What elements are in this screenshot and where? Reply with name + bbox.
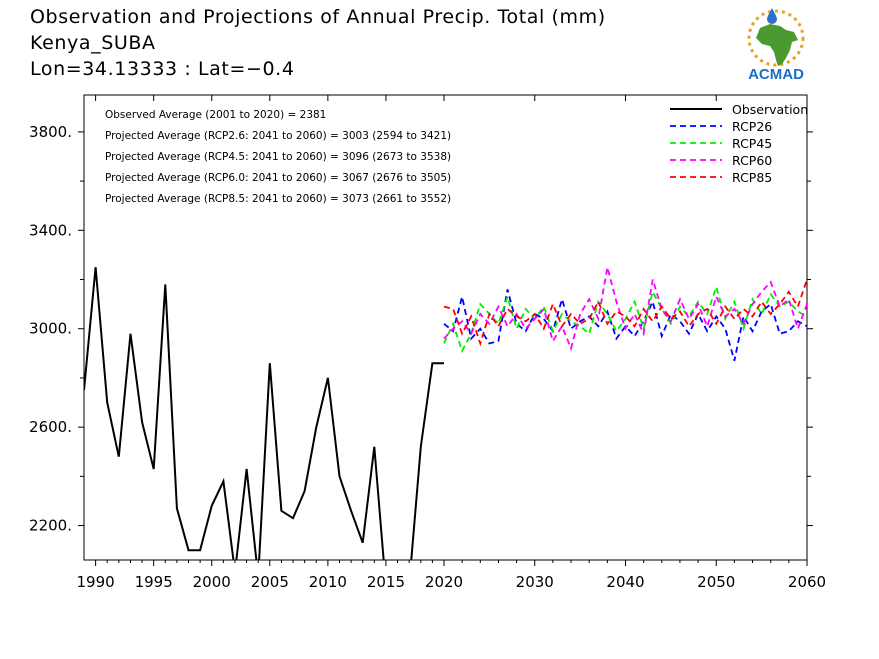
- acmad-logo: ACMAD: [747, 8, 805, 83]
- africa-map-icon: [756, 24, 798, 66]
- series-line-rcp60: [443, 266, 807, 352]
- x-tick-label: 2030: [516, 573, 554, 591]
- x-tick-label: 2060: [788, 573, 826, 591]
- y-tick-label: 2200.: [29, 517, 72, 535]
- sun-rays-icon: [747, 9, 805, 67]
- x-tick-label: 2015: [367, 573, 405, 591]
- legend-label: RCP45: [732, 136, 772, 151]
- series-line-observation: [84, 267, 444, 560]
- x-tick-label: 2005: [251, 573, 289, 591]
- legend-label: Observation: [732, 102, 808, 117]
- average-annotation: Projected Average (RCP2.6: 2041 to 2060)…: [105, 130, 451, 142]
- x-tick-label: 1995: [135, 573, 173, 591]
- average-annotation: Projected Average (RCP8.5: 2041 to 2060)…: [105, 193, 451, 205]
- legend-label: RCP26: [732, 119, 772, 134]
- series-line-rcp45: [443, 283, 807, 354]
- average-annotation: Projected Average (RCP4.5: 2041 to 2060)…: [105, 151, 451, 163]
- y-tick-label: 2600.: [29, 418, 72, 436]
- legend-label: RCP60: [732, 153, 772, 168]
- x-tick-label: 2050: [697, 573, 735, 591]
- x-tick-label: 2010: [309, 573, 347, 591]
- water-drop-icon: [767, 8, 777, 24]
- location-name: Kenya_SUBA: [30, 32, 156, 54]
- chart-title: Observation and Projections of Annual Pr…: [30, 6, 606, 28]
- logo-text: ACMAD: [748, 66, 804, 83]
- plot-frame: [83, 94, 808, 561]
- average-annotation: Projected Average (RCP6.0: 2041 to 2060)…: [105, 172, 451, 184]
- x-tick-label: 2000: [193, 573, 231, 591]
- x-tick-label: 2020: [425, 573, 463, 591]
- y-tick-label: 3000.: [29, 320, 72, 338]
- y-tick-label: 3800.: [29, 123, 72, 141]
- y-tick-label: 3400.: [29, 221, 72, 239]
- x-tick-label: 1990: [77, 573, 115, 591]
- location-coordinates: Lon=34.13333 : Lat=−0.4: [30, 58, 295, 80]
- average-annotation: Observed Average (2001 to 2020) = 2381: [105, 109, 326, 121]
- series-line-rcp85: [443, 279, 807, 347]
- x-tick-label: 2040: [606, 573, 644, 591]
- legend-label: RCP85: [732, 170, 772, 185]
